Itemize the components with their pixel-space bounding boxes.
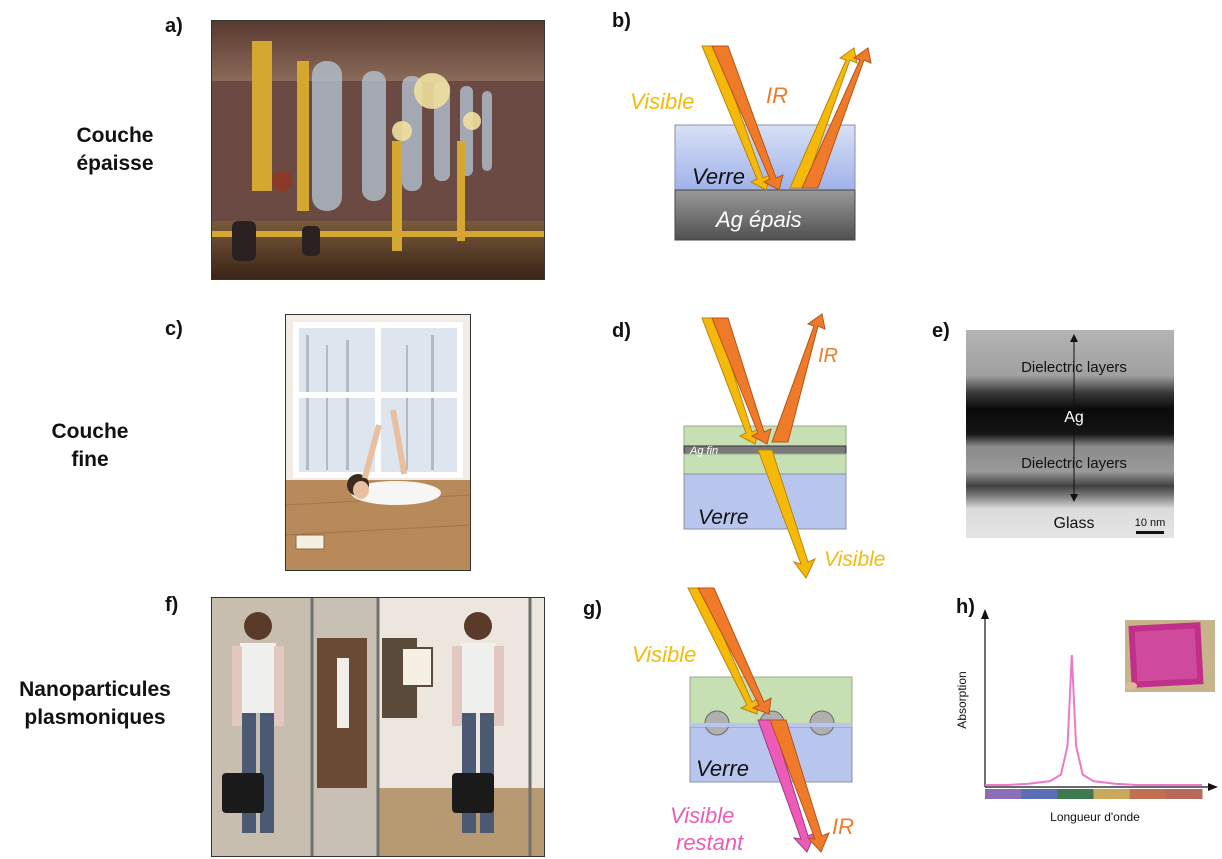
spectrum-bar-segment xyxy=(1057,789,1094,799)
spectrum-bar xyxy=(985,789,1203,799)
panel-label-c: c) xyxy=(165,318,183,340)
visible-remaining-label-line1: Visible xyxy=(670,803,734,828)
row-label-line: Couche xyxy=(51,420,129,443)
absorption-chart: Absorption Longueur d'onde xyxy=(955,609,1218,824)
row-label-thick: Couche épaisse xyxy=(60,122,170,179)
panel-label-b: b) xyxy=(612,10,631,32)
y-axis-label: Absorption xyxy=(955,671,969,728)
panel-label-g: g) xyxy=(583,598,602,620)
transmitted-ir-arrow xyxy=(769,719,830,853)
ir-label: IR xyxy=(818,345,838,367)
spectrum-bar-segment xyxy=(1165,789,1203,799)
x-axis-label: Longueur d'onde xyxy=(1050,810,1140,824)
spectrum-bar-segment xyxy=(1021,789,1058,799)
ir-label: IR xyxy=(766,83,788,108)
ir-label: IR xyxy=(832,814,854,839)
panel-label-e: e) xyxy=(932,320,950,342)
glass-label: Verre xyxy=(698,506,749,529)
diagram-nanoparticles: Visible Verre Visible restant IR xyxy=(632,587,854,855)
silver-label: Ag épais xyxy=(714,207,802,232)
incoming-ir-arrow xyxy=(711,317,772,445)
visible-label: Visible xyxy=(630,89,694,114)
silver-label: Ag fin xyxy=(689,445,718,457)
spectrum-bar-segment xyxy=(1093,789,1131,799)
diagram-thin-layer: IR Ag fin Verre Visible xyxy=(683,313,885,579)
visible-label: Visible xyxy=(824,548,885,571)
glass-label: Verre xyxy=(692,164,745,189)
row-label-line: plasmoniques xyxy=(24,706,166,730)
glass-layer xyxy=(683,473,847,530)
row-label-line: épaisse xyxy=(76,152,154,176)
diagram-thick-layer: Visible IR Verre Ag épais xyxy=(630,45,872,241)
scale-bar xyxy=(1136,531,1164,534)
spectrum-bar-segment xyxy=(1129,789,1167,799)
person-reflection xyxy=(452,612,504,833)
sample-photo xyxy=(1125,620,1215,692)
panel-label-f: f) xyxy=(165,594,179,616)
incoming-ir-arrow xyxy=(711,45,784,191)
incoming-ir-arrow xyxy=(697,587,772,715)
reflected-ir-arrow xyxy=(801,47,872,189)
scale-bar-label: 10 nm xyxy=(1135,517,1166,529)
photo-window-room xyxy=(285,314,471,571)
photo-mirror-wardrobe xyxy=(211,597,545,857)
dielectric-top-label: Dielectric layers xyxy=(1021,359,1127,376)
transmitted-visible-arrow xyxy=(757,449,817,579)
photo-hall-of-mirrors xyxy=(211,20,545,280)
reflected-ir-arrow xyxy=(771,313,826,443)
row-label-thin: Couche fine xyxy=(35,418,145,475)
row-label-nano: Nanoparticules plasmoniques xyxy=(0,676,190,733)
silver-label: Ag xyxy=(1064,409,1084,426)
dielectric-bottom-label: Dielectric layers xyxy=(1021,455,1127,472)
row-label-line: fine xyxy=(71,448,109,472)
absorption-curve xyxy=(985,654,1202,786)
micrograph-tem: Dielectric layers Ag Dielectric layers G… xyxy=(966,330,1174,538)
panel-label-d: d) xyxy=(612,320,631,342)
panel-label-h: h) xyxy=(956,596,975,618)
person-figure xyxy=(222,612,284,833)
glass-label: Glass xyxy=(1054,515,1095,532)
row-label-line: Couche xyxy=(76,124,154,147)
row-label-line: Nanoparticules xyxy=(19,678,171,701)
panel-label-a: a) xyxy=(165,15,183,37)
visible-remaining-label-line2: restant xyxy=(676,830,744,855)
glass-label: Verre xyxy=(696,756,749,781)
visible-label: Visible xyxy=(632,642,696,667)
spectrum-bar-segment xyxy=(985,789,1022,799)
